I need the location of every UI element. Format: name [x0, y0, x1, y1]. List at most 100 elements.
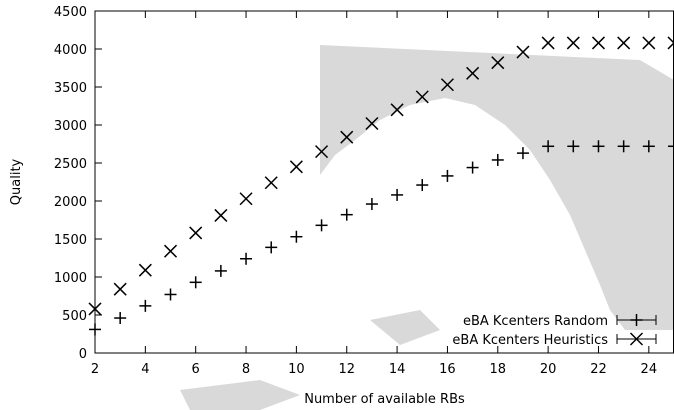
random-point — [668, 140, 674, 153]
heuristics-point — [516, 45, 530, 59]
x-axis-title: Number of available RBs — [304, 392, 465, 407]
heuristics-point — [113, 282, 127, 296]
random-point — [391, 188, 404, 201]
axis-ticks — [94, 10, 650, 354]
legend-label-random: eBA Kcenters Random — [463, 314, 608, 329]
heuristics-point — [566, 36, 580, 50]
x-stroke-b — [163, 244, 178, 258]
random-point — [290, 230, 303, 243]
random-point — [542, 140, 555, 153]
x-stroke-b — [591, 36, 606, 50]
heuristics-point — [390, 103, 404, 117]
heuristics-point — [289, 160, 303, 174]
random-point — [89, 323, 101, 336]
x-stroke-b — [415, 90, 429, 104]
y-tick-labels: 0 500 1000 1500 2000 2500 3000 3500 4000 4500 — [54, 5, 87, 362]
x-tick-label: 22 — [590, 362, 607, 377]
heuristics-point — [491, 56, 505, 70]
y-axis-title: Quality — [9, 158, 24, 205]
x-stroke-b — [88, 302, 102, 316]
heuristics-point — [138, 263, 152, 277]
random-point — [441, 169, 454, 182]
x-tick-label: 24 — [641, 362, 658, 377]
legend: eBA Kcenters Random eBA Kcenters Heurist… — [452, 314, 657, 348]
x-tick-label: 14 — [389, 362, 406, 377]
x-tick-label: 16 — [439, 362, 456, 377]
random-point — [265, 241, 278, 254]
x-stroke-b — [189, 226, 203, 240]
x-stroke-b — [390, 103, 404, 117]
x-stroke-a — [667, 36, 674, 44]
y-tick-label: 4000 — [54, 43, 87, 58]
x-stroke-b — [340, 130, 354, 144]
watermark — [180, 45, 674, 410]
x-stroke-b — [239, 192, 253, 206]
random-point — [416, 179, 429, 192]
x-stroke-b — [629, 332, 644, 346]
x-stroke-b — [315, 145, 329, 159]
random-point — [642, 140, 655, 153]
y-tick-label: 4500 — [54, 5, 87, 20]
x-tick-label: 10 — [288, 362, 305, 377]
heuristics-point — [340, 130, 354, 144]
random-point — [189, 276, 202, 289]
heuristics-point — [88, 302, 102, 316]
random-point — [114, 312, 127, 325]
heuristics-point — [239, 192, 253, 206]
x-stroke-b — [289, 160, 303, 174]
heuristics-point — [466, 66, 480, 80]
random-point — [340, 208, 353, 221]
random-point — [240, 252, 253, 265]
random-point — [516, 147, 529, 160]
heuristics-point — [264, 176, 278, 190]
random-point — [491, 153, 504, 166]
x-tick-label: 18 — [490, 362, 507, 377]
y-tick-label: 1500 — [54, 233, 87, 248]
heuristics-point — [415, 90, 429, 104]
x-stroke-b — [264, 176, 278, 190]
random-point — [567, 140, 580, 153]
heuristics-point — [365, 116, 379, 131]
x-stroke-b — [214, 208, 228, 222]
random-point — [365, 198, 378, 211]
legend-marker-plus — [630, 314, 643, 326]
y-tick-label: 500 — [62, 309, 87, 324]
x-stroke-b — [642, 36, 656, 50]
x-stroke-b — [365, 116, 379, 131]
y-tick-label: 1000 — [54, 271, 87, 286]
random-point — [466, 161, 479, 174]
heuristics-point — [642, 36, 656, 50]
legend-marker-x — [629, 332, 644, 346]
y-tick-label: 2000 — [54, 195, 87, 210]
x-tick-label: 12 — [338, 362, 355, 377]
random-point — [214, 264, 227, 277]
x-tick-label: 6 — [192, 362, 200, 377]
heuristics-point — [315, 145, 329, 159]
x-stroke-b — [541, 36, 555, 50]
series-markers — [88, 36, 674, 336]
heuristics-point — [591, 36, 606, 50]
x-stroke-b — [667, 41, 674, 50]
legend-key-random — [616, 314, 657, 326]
x-tick-label: 4 — [141, 362, 149, 377]
heuristics-point — [541, 36, 555, 50]
random-point — [617, 140, 630, 153]
heuristics-point — [617, 36, 631, 50]
random-point — [164, 288, 177, 301]
random-point — [592, 140, 605, 153]
x-tick-labels: 2 4 6 8 10 12 14 16 18 20 22 24 — [91, 362, 657, 377]
x-stroke-b — [466, 66, 480, 80]
heuristics-point — [667, 36, 674, 50]
x-tick-label: 2 — [91, 362, 99, 377]
y-tick-label: 3000 — [54, 119, 87, 134]
y-tick-label: 3500 — [54, 81, 87, 96]
y-tick-label: 0 — [79, 347, 87, 362]
x-stroke-b — [617, 36, 631, 50]
heuristics-point — [440, 78, 454, 92]
x-stroke-b — [113, 282, 127, 296]
legend-key-heuristics — [616, 332, 657, 346]
y-tick-label: 2500 — [54, 157, 87, 172]
heuristics-point — [163, 244, 178, 258]
random-point — [315, 219, 328, 232]
